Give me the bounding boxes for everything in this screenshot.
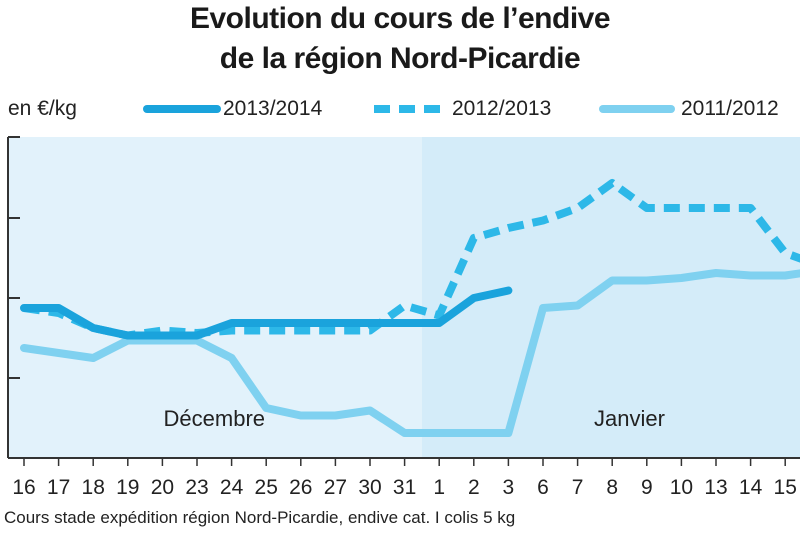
x-tick-label: 2 — [468, 476, 480, 499]
x-tick-label: 25 — [255, 476, 278, 499]
x-tick-label: 17 — [47, 476, 70, 499]
legend-swatch-2012-2013 — [374, 105, 444, 113]
series-line-2012-2013 — [23, 179, 800, 340]
x-tick-label: 18 — [82, 476, 105, 499]
x-tick-label: 7 — [572, 476, 584, 499]
legend-label-2011-2012: 2011/2012 — [681, 97, 779, 120]
x-tick-label: 27 — [324, 476, 347, 499]
x-tick-label: 1 — [433, 476, 445, 499]
series-line-2013-2014 — [20, 286, 513, 340]
x-tick-label: 31 — [393, 476, 416, 499]
x-tick-label: 6 — [537, 476, 549, 499]
chart-title-line-1: Evolution du cours de l’endive — [189, 2, 611, 35]
x-tick-label: 8 — [606, 476, 618, 499]
x-tick-label: 13 — [704, 476, 727, 499]
x-tick-label: 19 — [116, 476, 139, 499]
legend-label-2013-2014: 2013/2014 — [223, 97, 323, 120]
x-tick-label: 16 — [12, 476, 35, 499]
period-label-january: Janvier — [594, 406, 665, 431]
period-label-december: Décembre — [164, 406, 265, 431]
legend-swatch-2013-2014 — [143, 105, 221, 113]
x-tick-label: 10 — [670, 476, 693, 499]
series-line-2011-2012 — [20, 269, 800, 437]
chart-caption: Cours stade expédition région Nord-Picar… — [4, 508, 516, 527]
chart-title-line-2: de la région Nord-Picardie — [219, 42, 581, 75]
x-tick-label: 24 — [220, 476, 244, 499]
y-axis-unit-label: en €/kg — [8, 97, 77, 120]
legend-item-2013-2014: 2013/2014 — [143, 92, 373, 126]
legend-swatch-2011-2012 — [599, 105, 675, 113]
legend-item-2011-2012: 2011/2012 — [597, 92, 800, 126]
x-tick-label: 30 — [358, 476, 381, 499]
x-tick-label: 3 — [503, 476, 515, 499]
legend-label-2012-2013: 2012/2013 — [452, 97, 552, 120]
x-tick-label: 14 — [739, 476, 763, 499]
x-tick-label: 26 — [289, 476, 312, 499]
x-tick-label: 20 — [151, 476, 174, 499]
plot-band-december — [8, 137, 422, 458]
legend-item-2012-2013: 2012/2013 — [370, 92, 600, 126]
x-tick-label: 23 — [185, 476, 208, 499]
x-tick-label: 15 — [774, 476, 797, 499]
x-tick-label: 9 — [641, 476, 653, 499]
